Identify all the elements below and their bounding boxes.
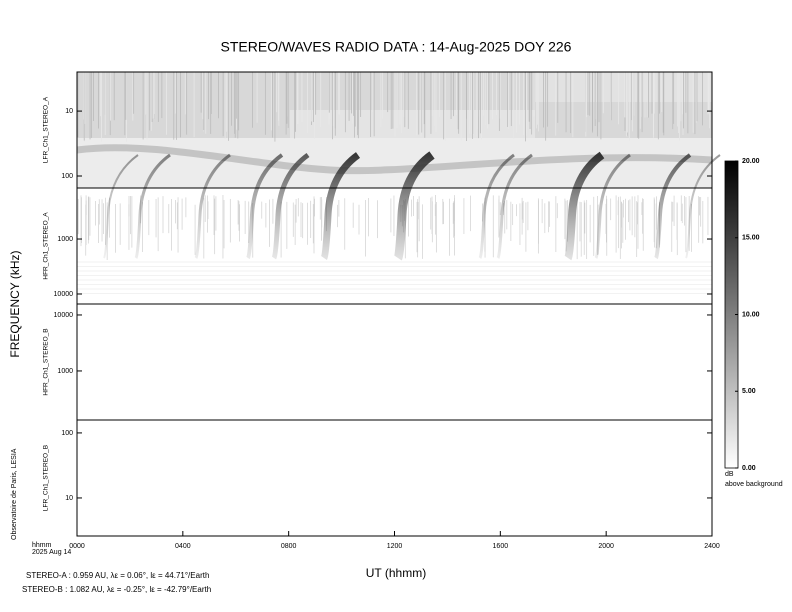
burst <box>194 153 231 259</box>
burst <box>271 152 310 260</box>
panel-label: HFR_Ch1_STEREO_A <box>43 212 50 280</box>
chart-title: STEREO/WAVES RADIO DATA : 14-Aug-2025 DO… <box>221 39 572 55</box>
y-tick-label: 10 <box>65 495 73 502</box>
x-tick-label: 1600 <box>493 543 509 550</box>
burst <box>478 153 515 259</box>
background <box>290 110 535 138</box>
y-tick-label: 1000 <box>57 368 73 375</box>
panel-frame <box>76 303 713 421</box>
y-tick-label: 10000 <box>54 291 74 298</box>
x-tick-label: 2400 <box>704 543 720 550</box>
burst <box>496 153 533 259</box>
panel-frame <box>76 187 713 305</box>
burst <box>393 151 435 261</box>
burst <box>594 153 631 259</box>
y-axis-label: FREQUENCY (kHz) <box>8 250 22 357</box>
x-tick-label: 2000 <box>598 543 614 550</box>
burst <box>320 152 361 260</box>
unit-label: hhmm <box>32 542 52 549</box>
panel-label: LFR_Ch1_STEREO_A <box>43 96 50 163</box>
x-tick-label: 0800 <box>281 543 297 550</box>
burst <box>685 154 721 259</box>
x-axis-label: UT (hhmm) <box>366 566 426 580</box>
colorbar-tick-label: 5.00 <box>742 388 756 395</box>
y-tick-label: 1000 <box>57 236 73 243</box>
panel-label: HFR_Ch1_STEREO_B <box>43 328 50 395</box>
y-tick-label: 100 <box>61 430 73 437</box>
colorbar-label: dB <box>725 471 734 478</box>
burst <box>134 153 171 259</box>
y-tick-label: 10000 <box>54 312 74 319</box>
colorbar-tick-label: 10.00 <box>742 311 760 318</box>
date-label: 2025 Aug 14 <box>32 549 71 556</box>
y-tick-label: 100 <box>61 173 73 180</box>
colorbar-tick-label: 20.00 <box>742 158 760 165</box>
footer-line: STEREO-A : 0.959 AU, λε = 0.06°, lε = 44… <box>26 571 209 580</box>
credit: Observatoire de Paris, LESIA <box>11 448 18 540</box>
colorbar-tick-label: 15.00 <box>742 235 760 242</box>
burst <box>103 154 139 259</box>
burst <box>654 153 692 260</box>
burst <box>564 151 605 261</box>
band <box>76 144 713 175</box>
background <box>77 138 712 188</box>
x-tick-label: 0000 <box>69 543 85 550</box>
footer-line: STEREO-B : 1.082 AU, λε = -0.25°, lε = -… <box>22 585 211 594</box>
panel-label: LFR_Ch1_STEREO_B <box>43 445 50 511</box>
x-tick-label: 0400 <box>175 543 191 550</box>
y-tick-label: 10 <box>65 108 73 115</box>
spectrogram-texture <box>76 72 721 294</box>
x-tick-label: 1200 <box>387 543 403 550</box>
background <box>535 72 712 102</box>
burst <box>246 153 284 260</box>
colorbar-sublabel: above background <box>725 481 783 488</box>
panel-frame <box>76 419 713 537</box>
colorbar-tick-label: 0.00 <box>742 465 756 472</box>
